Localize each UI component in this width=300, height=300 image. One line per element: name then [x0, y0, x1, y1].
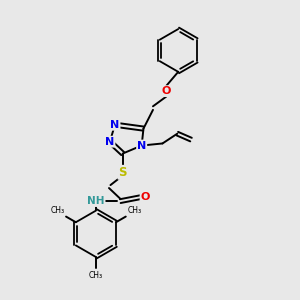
- Text: N: N: [110, 120, 120, 130]
- Text: N: N: [105, 137, 115, 147]
- Text: O: O: [162, 86, 171, 96]
- Text: CH₃: CH₃: [89, 271, 103, 280]
- Text: CH₃: CH₃: [127, 206, 141, 215]
- Text: CH₃: CH₃: [50, 206, 64, 215]
- Text: S: S: [118, 166, 127, 179]
- Text: O: O: [141, 192, 150, 202]
- Text: NH: NH: [87, 196, 105, 206]
- Text: N: N: [137, 140, 146, 151]
